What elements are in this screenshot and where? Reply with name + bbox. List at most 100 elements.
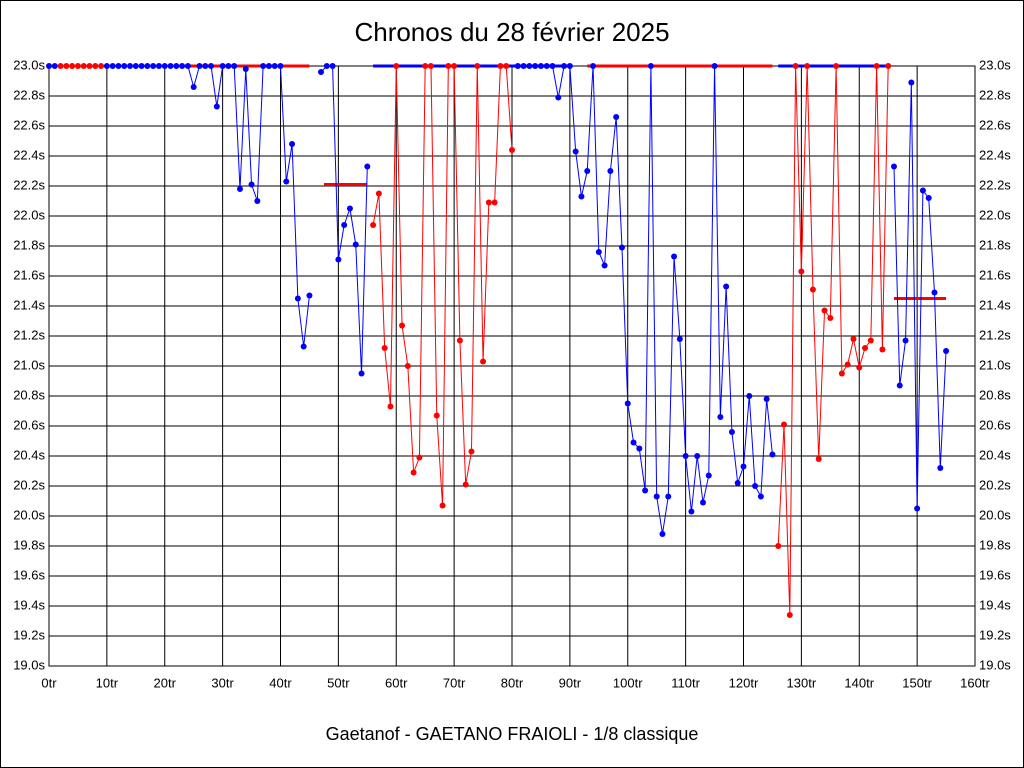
data-point (179, 63, 186, 69)
x-tick-label: 110tr (671, 675, 700, 690)
data-point (346, 205, 353, 212)
data-point (717, 414, 724, 420)
data-point (341, 222, 348, 228)
x-tick-label: 90tr (559, 675, 582, 690)
y2-tick-label: 20.6s (979, 417, 1011, 432)
x-tick-label: 60tr (385, 675, 408, 690)
data-point (682, 453, 689, 459)
y-tick-label: 20.0s (13, 507, 45, 522)
y-tick-label: 22.0s (13, 207, 45, 222)
data-point (937, 465, 944, 471)
data-point (792, 63, 799, 69)
data-point (647, 63, 654, 69)
data-point (798, 268, 805, 275)
x-tick-label: 70tr (443, 675, 466, 690)
data-point (931, 289, 938, 296)
data-point (115, 63, 122, 69)
data-point (404, 363, 411, 369)
data-point (734, 480, 741, 486)
y-tick-label: 21.0s (13, 357, 45, 372)
data-point (375, 190, 382, 197)
data-point (821, 307, 828, 314)
data-point (763, 396, 770, 402)
data-point (63, 63, 70, 69)
y2-tick-label: 22.4s (979, 147, 1011, 162)
data-point (769, 451, 776, 458)
x-tick-label: 160tr (960, 675, 990, 690)
data-point (503, 63, 510, 69)
y2-tick-label: 20.2s (979, 477, 1011, 492)
y-tick-label: 21.2s (13, 327, 45, 342)
data-point (746, 393, 753, 399)
data-point (879, 346, 886, 353)
data-point (555, 94, 562, 101)
data-point (584, 168, 591, 174)
x-tick-label: 20tr (154, 675, 177, 690)
data-point (364, 163, 371, 170)
data-point (155, 63, 162, 69)
data-point (208, 63, 215, 69)
y-tick-label: 20.8s (13, 387, 45, 402)
data-point (294, 295, 301, 302)
data-point (688, 508, 695, 515)
data-point (248, 181, 255, 188)
data-point (497, 63, 504, 69)
data-point (867, 337, 874, 344)
data-point (474, 63, 481, 69)
data-point (121, 63, 128, 69)
y-tick-label: 22.2s (13, 177, 45, 192)
data-point (665, 493, 672, 500)
data-point (676, 336, 683, 342)
data-point (399, 322, 406, 329)
data-point (480, 358, 487, 365)
data-point (624, 400, 631, 407)
data-point (144, 63, 151, 69)
data-point (561, 63, 568, 69)
y-tick-label: 19.0s (13, 657, 45, 672)
x-tick-label: 100tr (613, 675, 643, 690)
data-point (514, 63, 521, 69)
data-point (190, 84, 197, 90)
data-point (509, 147, 515, 153)
data-point (410, 469, 417, 476)
data-point (723, 283, 730, 290)
data-point (225, 63, 232, 69)
data-point (642, 487, 649, 494)
y2-tick-label: 23.0s (979, 57, 1011, 72)
data-point (809, 286, 816, 293)
data-point (786, 612, 793, 618)
data-point (427, 63, 434, 69)
data-point (260, 63, 267, 69)
data-point (451, 63, 458, 69)
data-point (109, 63, 116, 69)
data-point (202, 63, 209, 69)
data-point (526, 63, 533, 69)
y2-tick-label: 20.0s (979, 507, 1011, 522)
y2-tick-label: 21.0s (979, 357, 1011, 372)
y-tick-label: 20.2s (13, 477, 45, 492)
data-point (370, 222, 377, 228)
data-point (184, 63, 191, 69)
data-point (919, 187, 926, 194)
data-point (520, 63, 527, 69)
data-point (902, 337, 909, 344)
y-tick-label: 19.6s (13, 567, 45, 582)
y-tick-label: 21.4s (13, 297, 45, 312)
data-point (572, 148, 579, 155)
data-point (132, 63, 139, 69)
data-point (601, 262, 608, 269)
y2-tick-label: 19.2s (979, 627, 1011, 642)
data-point (804, 63, 811, 69)
data-point (57, 63, 64, 69)
chart-title: Chronos du 28 février 2025 (354, 17, 669, 47)
data-point (358, 370, 365, 377)
data-point (231, 63, 238, 69)
data-point (566, 63, 573, 69)
data-point (908, 79, 915, 86)
data-point (138, 63, 145, 69)
data-point (838, 370, 845, 377)
y2-tick-label: 21.6s (979, 267, 1011, 282)
x-tick-label: 150tr (902, 675, 932, 690)
y2-tick-label: 19.8s (979, 537, 1011, 552)
data-point (827, 315, 834, 321)
